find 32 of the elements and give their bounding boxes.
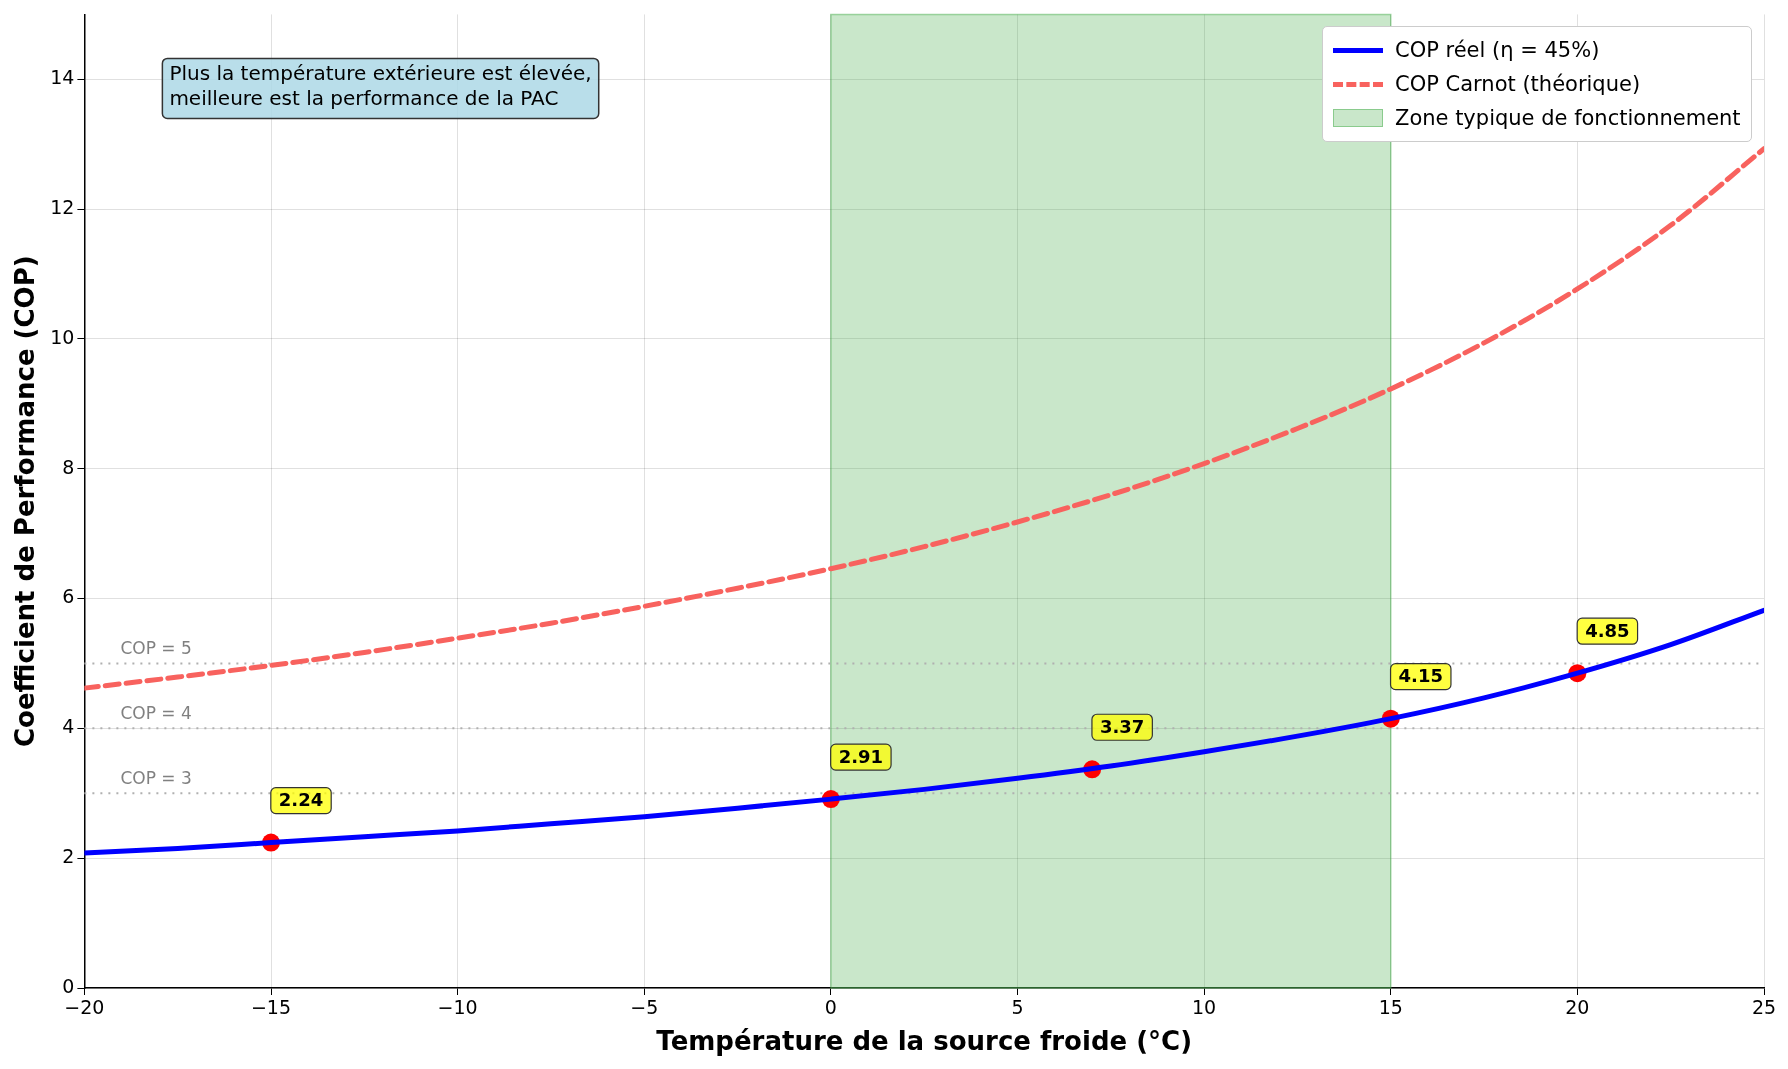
y-axis-title: Coefficient de Performance (COP) [10,255,41,747]
ref-line-label: COP = 4 [120,703,192,724]
data-label: 4.15 [1398,665,1443,687]
y-tick-label: 14 [50,66,75,89]
x-tick-label: 10 [1192,996,1217,1019]
y-tick-label: 6 [62,585,75,608]
data-label: 4.85 [1585,619,1630,641]
legend-label: COP Carnot (théorique) [1395,72,1641,97]
x-tick-label: 25 [1751,996,1777,1019]
data-label: 2.91 [838,745,884,767]
y-tick-label: 12 [50,196,75,219]
x-tick-label: 5 [1011,996,1024,1019]
x-tick-label: −20 [64,996,105,1019]
annotation: Plus la température extérieure est élevée, meilleure est la performance de la PAC [169,60,592,110]
x-tick-label: 15 [1378,996,1403,1019]
data-label: 3.37 [1099,715,1145,737]
x-tick-label: −10 [437,996,478,1019]
y-tick-label: 10 [50,325,75,348]
ref-line-label: COP = 5 [120,638,192,659]
x-tick-label: −15 [250,996,292,1019]
y-tick-label: 2 [62,845,75,868]
ref-line-label: COP = 3 [120,768,192,789]
y-tick-label: 4 [62,715,75,738]
x-tick-label: −5 [630,996,659,1019]
y-tick-label: 0 [62,974,75,997]
band-label: Zone typique de fonctionnement [1395,106,1741,131]
x-tick-label: 20 [1565,996,1590,1019]
legend-label: COP réel (η = 45%) [1395,38,1600,63]
y-tick-label: 8 [62,455,75,478]
data-label: 2.24 [278,789,324,811]
x-axis-title: Température de la source froide (°C) [656,1026,1193,1057]
x-tick-label: 0 [824,996,837,1019]
